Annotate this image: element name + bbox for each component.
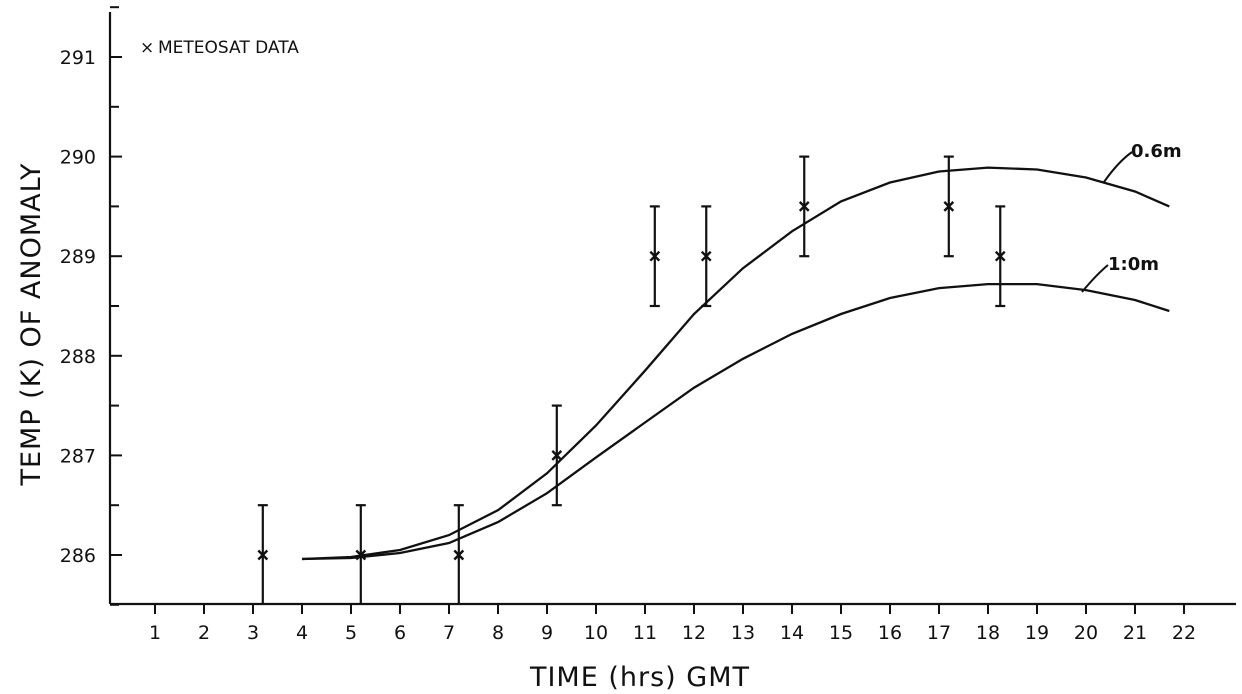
data-point-6 xyxy=(700,205,712,308)
data-point-7 xyxy=(798,155,810,258)
x-tick-label-7: 7 xyxy=(443,622,455,644)
x-tick-label-18: 18 xyxy=(976,622,1000,644)
x-tick-label-12: 12 xyxy=(682,622,706,644)
x-tick-label-9: 9 xyxy=(541,622,553,644)
x-tick-label-5: 5 xyxy=(345,622,357,644)
data-point-8 xyxy=(943,155,955,258)
x-axis-title: TIME (hrs) GMT xyxy=(529,662,750,693)
y-tick-label-287: 287 xyxy=(60,445,96,467)
y-tick-label-290: 290 xyxy=(60,147,96,169)
data-point-3 xyxy=(453,504,465,604)
data-point-5 xyxy=(649,205,661,308)
x-tick-label-2: 2 xyxy=(198,622,210,644)
y-tick-label-288: 288 xyxy=(60,346,96,368)
x-tick-label-20: 20 xyxy=(1074,622,1098,644)
x-tick-label-6: 6 xyxy=(394,622,406,644)
data-point-4 xyxy=(551,404,563,507)
x-tick-label-1: 1 xyxy=(149,622,161,644)
x-tick-label-14: 14 xyxy=(780,622,804,644)
legend: × METEOSAT DATA xyxy=(140,38,299,58)
legend-marker: × xyxy=(140,38,154,58)
x-marker-b xyxy=(649,250,661,262)
x-tick-label-22: 22 xyxy=(1172,622,1196,644)
y-ticks: 286 287 288 289 290 291 xyxy=(60,6,122,606)
x-marker-b xyxy=(355,549,367,561)
data-point-9 xyxy=(994,205,1006,308)
y-tick-label-289: 289 xyxy=(60,246,96,268)
x-tick-label-19: 19 xyxy=(1025,622,1049,644)
x-marker-b xyxy=(994,250,1006,262)
x-marker-b xyxy=(943,201,955,212)
x-marker-b xyxy=(551,450,563,461)
x-tick-label-4: 4 xyxy=(296,622,308,644)
legend-label: METEOSAT DATA xyxy=(158,38,299,58)
curve-label-1-0m: 1:0m xyxy=(1108,254,1159,275)
y-tick-label-291: 291 xyxy=(60,47,96,69)
x-marker-b xyxy=(453,549,465,561)
model-curves xyxy=(301,166,1170,561)
axes xyxy=(108,12,1236,606)
x-marker-b xyxy=(700,250,712,262)
x-tick-label-17: 17 xyxy=(927,622,951,644)
x-ticks: 1 2 3 4 5 6 7 8 9 10 11 12 13 14 15 16 17 18 19 20 21 22 xyxy=(149,604,1196,644)
x-marker-b xyxy=(798,201,810,212)
x-tick-label-13: 13 xyxy=(731,622,755,644)
data-point-1 xyxy=(257,504,269,604)
x-tick-label-21: 21 xyxy=(1123,622,1147,644)
x-marker-b xyxy=(257,549,269,561)
curve-label-0-6m: 0.6m xyxy=(1131,141,1182,162)
y-tick-label-286: 286 xyxy=(60,545,96,567)
x-tick-label-15: 15 xyxy=(829,622,853,644)
leader-0-6m xyxy=(1103,151,1133,183)
x-tick-label-8: 8 xyxy=(492,622,504,644)
data-points xyxy=(257,155,1006,604)
curve-0-6m xyxy=(301,166,1170,561)
x-tick-label-16: 16 xyxy=(878,622,902,644)
data-point-2 xyxy=(355,504,367,604)
y-axis-title: TEMP (K) OF ANOMALY xyxy=(16,162,47,486)
leader-1-0m xyxy=(1081,264,1109,293)
curve-1-0m xyxy=(301,282,1170,561)
x-tick-label-3: 3 xyxy=(247,622,259,644)
curve-labels: 0.6m 1:0m xyxy=(1081,141,1182,293)
x-tick-label-10: 10 xyxy=(584,622,608,644)
x-tick-label-11: 11 xyxy=(633,622,657,644)
